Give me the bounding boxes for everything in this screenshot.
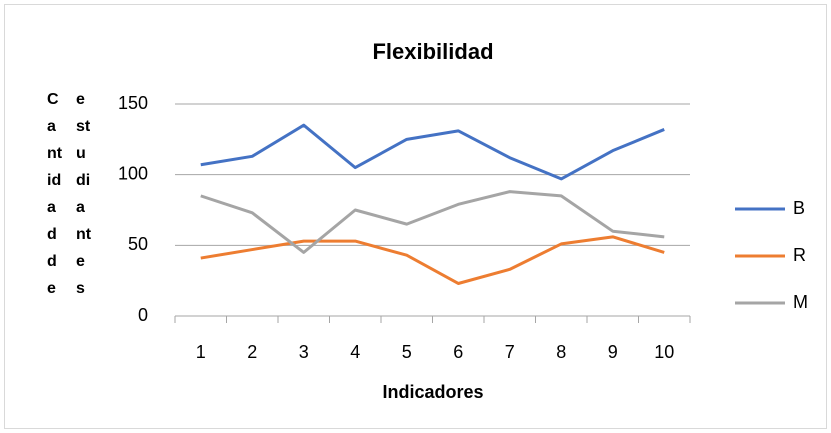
x-tick-label: 5: [402, 342, 412, 362]
chart-title: Flexibilidad: [372, 39, 493, 64]
legend-label: M: [793, 292, 808, 312]
legend-label: B: [793, 198, 805, 218]
series-line: [200, 235, 665, 285]
chart-border: [4, 4, 827, 429]
y-axis-label: Cantidad de estudiantes: [47, 91, 92, 297]
y-tick-label: 150: [118, 93, 148, 113]
series-line: [200, 123, 665, 181]
y-tick-label: 0: [138, 305, 148, 325]
x-tick-label: 4: [350, 342, 360, 362]
x-tick-label: 8: [556, 342, 566, 362]
x-tick-label: 7: [505, 342, 515, 362]
legend-label: R: [793, 245, 806, 265]
x-tick-label: 1: [196, 342, 206, 362]
x-tick-label: 2: [247, 342, 257, 362]
y-tick-label: 50: [128, 234, 148, 254]
x-axis-label: Indicadores: [382, 382, 483, 402]
x-tick-label: 3: [299, 342, 309, 362]
x-tick-label: 10: [654, 342, 674, 362]
x-tick-label: 6: [453, 342, 463, 362]
series-line: [200, 190, 665, 254]
x-tick-label: 9: [608, 342, 618, 362]
y-tick-label: 100: [118, 163, 148, 183]
